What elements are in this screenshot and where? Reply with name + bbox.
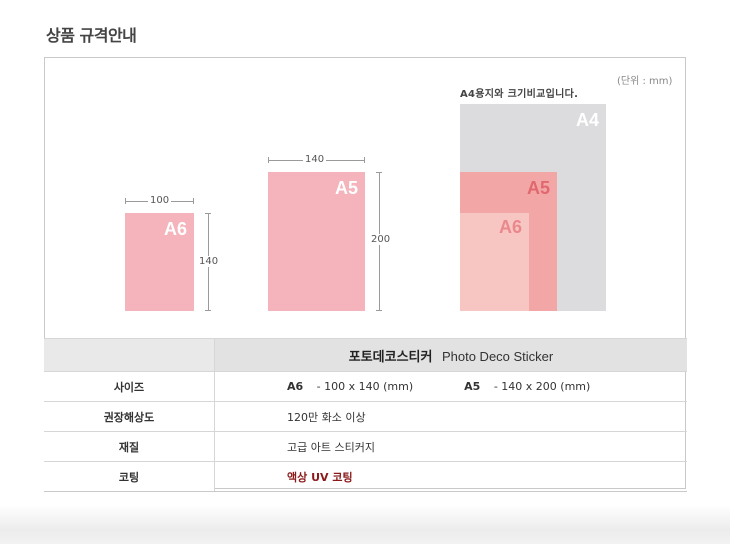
section-title: 상품 규격안내	[46, 26, 137, 45]
a6-height-tick-top	[205, 213, 211, 214]
table-row: 코팅 액상 UV 코팅	[44, 461, 687, 492]
a6-width-label: 100	[148, 195, 172, 206]
size-a6-value: - 100 x 140 (mm)	[316, 380, 414, 393]
size-a6-label: A6	[287, 380, 304, 393]
a6-height-tick-bottom	[205, 310, 211, 311]
table-row: 권장해상도 120만 화소 이상	[44, 401, 687, 432]
coating-value: 액상 UV 코팅	[287, 470, 353, 484]
a5-height-tick-bottom	[376, 310, 382, 311]
table-row: 사이즈 A6 - 100 x 140 (mm) A5 - 140 x 200 (…	[44, 371, 687, 402]
row-value-size: A6 - 100 x 140 (mm) A5 - 140 x 200 (mm)	[214, 371, 687, 402]
a4-compare-a6-sheet: A6	[460, 213, 529, 311]
row-value-coating: 액상 UV 코팅	[214, 461, 687, 492]
compare-note: A4용지와 크기비교입니다.	[460, 89, 579, 100]
row-value-resolution: 120만 화소 이상	[214, 401, 687, 432]
size-a5-label: A5	[464, 380, 481, 393]
a4-compare-a6-label: A6	[498, 217, 522, 237]
a5-sheet: A5	[268, 172, 365, 311]
a5-sheet-label: A5	[334, 178, 358, 198]
a5-width-tick-left	[268, 157, 269, 163]
row-key-coating: 코팅	[44, 461, 215, 492]
a6-height-label: 140	[197, 256, 221, 267]
product-name-ko: 포토데코스티커	[348, 349, 433, 365]
a5-width-label: 140	[303, 154, 327, 165]
size-a5-value: - 140 x 200 (mm)	[493, 380, 591, 393]
a4-sheet-label: A4	[575, 110, 599, 130]
a6-sheet: A6	[125, 213, 194, 311]
spec-table-header-row: 포토데코스티커 Photo Deco Sticker	[44, 338, 687, 372]
a6-width-tick-right	[193, 198, 194, 204]
a5-width-tick-right	[364, 157, 365, 163]
product-name-en: Photo Deco Sticker	[441, 348, 554, 364]
table-row: 재질 고급 아트 스티커지	[44, 431, 687, 462]
row-key-size: 사이즈	[44, 371, 215, 402]
a6-sheet-label: A6	[163, 219, 187, 239]
a5-height-tick-top	[376, 172, 382, 173]
unit-note: (단위 : mm)	[617, 76, 673, 87]
spec-table: 포토데코스티커 Photo Deco Sticker 사이즈 A6 - 100 …	[44, 338, 687, 492]
a5-height-label: 200	[369, 234, 393, 245]
row-key-material: 재질	[44, 431, 215, 462]
row-key-resolution: 권장해상도	[44, 401, 215, 432]
a6-width-tick-left	[125, 198, 126, 204]
spec-table-product-cell: 포토데코스티커 Photo Deco Sticker	[214, 338, 687, 372]
spec-table-header-blank	[44, 338, 215, 372]
row-value-material: 고급 아트 스티커지	[214, 431, 687, 462]
a4-compare-a5-label: A5	[526, 178, 550, 198]
